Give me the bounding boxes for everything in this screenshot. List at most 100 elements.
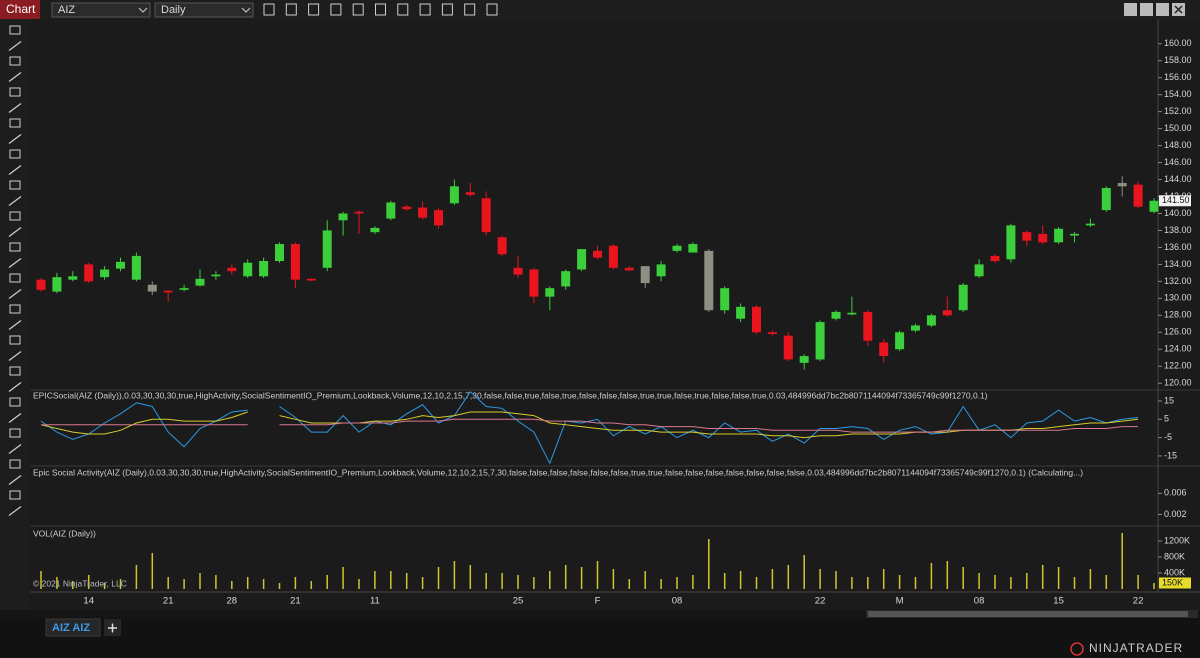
scrollbar-thumb[interactable]	[868, 611, 1188, 617]
y-tick-label: 158.00	[1164, 55, 1192, 65]
toolbar-icon[interactable]	[330, 3, 342, 16]
candle-body	[481, 198, 491, 233]
volume-bar	[215, 575, 217, 589]
toolbar-icon[interactable]	[375, 3, 386, 16]
volume-bar	[199, 573, 201, 589]
volume-bar	[692, 575, 694, 589]
restore-button[interactable]	[1140, 3, 1153, 16]
volume-bar	[151, 553, 154, 589]
volume-bar	[390, 571, 392, 589]
toolbar-icon[interactable]	[419, 3, 431, 16]
candle-body	[497, 237, 507, 255]
volume-bar	[501, 573, 503, 589]
y-tick-label: 15	[1164, 395, 1174, 405]
volume-bar	[1137, 575, 1139, 589]
candle-body	[704, 250, 714, 311]
volume-bar	[835, 571, 837, 589]
toolbar-icon[interactable]	[464, 3, 476, 16]
minimize-button[interactable]	[1124, 3, 1137, 16]
volume-bar	[1010, 577, 1012, 589]
candle-body	[799, 356, 809, 363]
instrument-select[interactable]	[51, 2, 151, 18]
volume-bar	[485, 573, 487, 589]
logo-text: NINJATRADER	[1089, 641, 1183, 655]
candle-body	[68, 276, 78, 280]
x-tick-label: 08	[974, 596, 985, 607]
tool-icon	[9, 118, 21, 128]
volume-bar	[421, 577, 424, 589]
tool-icon	[8, 351, 22, 361]
candle-body	[1006, 225, 1016, 260]
candle-body	[306, 278, 316, 281]
candle-body	[736, 306, 746, 319]
candle-body	[942, 310, 952, 316]
chart-area	[30, 19, 1200, 610]
y-tick-label: 160.00	[1164, 38, 1192, 48]
volume-bar	[1026, 573, 1028, 589]
y-tick-label: 124.00	[1164, 344, 1192, 354]
toolbar-icon[interactable]	[441, 3, 453, 16]
candle-body	[179, 288, 189, 290]
volume-bar	[644, 571, 646, 589]
y-tick-label: 144.00	[1164, 174, 1192, 184]
volume-bar	[549, 571, 551, 589]
volume-bar	[564, 565, 567, 589]
toolbar-icon[interactable]	[397, 3, 409, 16]
tool-icon	[9, 366, 21, 376]
toolbar-icon[interactable]	[285, 3, 297, 16]
tab-bar	[0, 618, 1200, 658]
candle-body	[926, 315, 936, 326]
candle-body	[465, 192, 475, 195]
y-tick-label: 122.00	[1164, 361, 1192, 371]
candle-body	[831, 311, 841, 319]
tool-icon	[9, 87, 21, 97]
tab[interactable]	[45, 618, 101, 637]
candle-body	[1022, 232, 1032, 241]
candle-body	[783, 335, 793, 360]
tool-icon	[9, 180, 21, 190]
candle-body	[52, 277, 62, 292]
tab-label: AIZ AIZ	[52, 622, 90, 634]
tool-icon	[9, 428, 21, 438]
dropdown-arrow	[241, 7, 251, 13]
indicator-title: EPICSocial(AIZ (Daily)),0.03,30,30,30,tr…	[33, 390, 988, 400]
candle-body	[402, 206, 412, 210]
top-toolbar	[0, 0, 1200, 19]
volume-bar	[469, 565, 472, 589]
volume-bar	[978, 573, 980, 589]
candle-body	[163, 290, 173, 293]
candle-body	[656, 264, 666, 277]
candle-body	[990, 255, 1000, 262]
candle-body	[370, 227, 380, 233]
y-tick-label: 152.00	[1164, 106, 1192, 116]
toolbar-icon[interactable]	[486, 3, 498, 16]
y-tick-label: 130.00	[1164, 293, 1192, 303]
toolbar-icon[interactable]	[352, 3, 364, 16]
tool-icon	[9, 459, 21, 469]
candle-body	[752, 306, 761, 333]
candle-body	[84, 264, 94, 282]
period-text: Daily	[161, 4, 186, 16]
toolbar-icon[interactable]	[308, 3, 320, 16]
y-tick-label: 5	[1164, 414, 1169, 424]
maximize-button[interactable]	[1156, 3, 1169, 16]
toolbar-icon[interactable]	[263, 3, 275, 16]
tool-icon	[9, 149, 21, 159]
candle-body	[545, 288, 555, 297]
candle-body	[322, 230, 332, 268]
candle-body	[608, 245, 618, 268]
x-tick-label: M	[896, 596, 904, 607]
y-tick-label: 138.00	[1164, 225, 1192, 235]
candle-body	[1133, 184, 1143, 207]
tool-icon	[9, 304, 21, 314]
volume-bar	[819, 569, 821, 589]
volume-bar	[723, 573, 726, 589]
volume-bar	[278, 583, 281, 589]
volume-bar	[1121, 533, 1123, 589]
volume-bar	[374, 571, 376, 589]
volume-bar	[326, 575, 328, 589]
candle-body	[211, 274, 221, 277]
toolbar-icons	[263, 3, 498, 16]
tool-icon	[8, 196, 22, 206]
period-select[interactable]	[154, 2, 254, 18]
